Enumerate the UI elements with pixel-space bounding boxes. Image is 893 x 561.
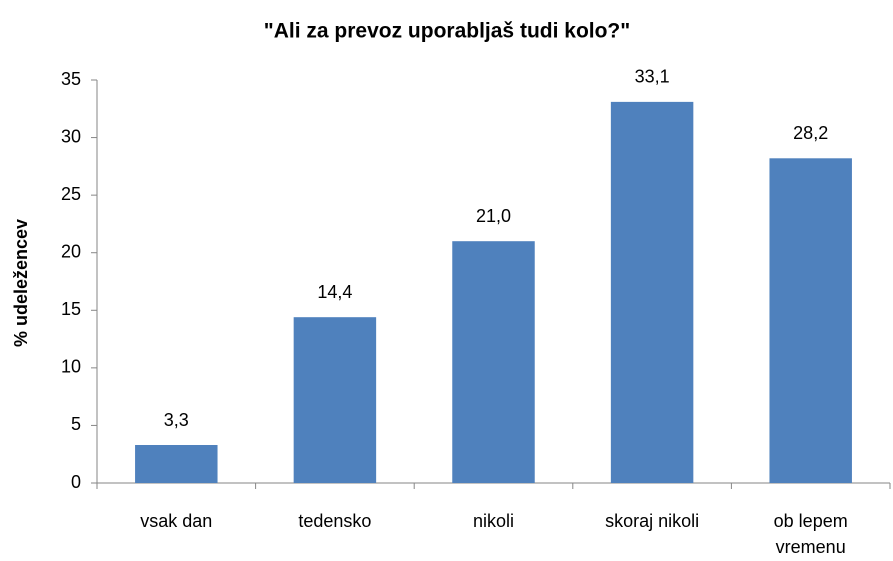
- bar: [452, 241, 535, 483]
- data-label: 28,2: [793, 123, 828, 143]
- y-tick-label: 20: [61, 241, 81, 261]
- x-tick-label: vsak dan: [140, 511, 213, 531]
- y-tick-label: 15: [61, 299, 81, 319]
- bar: [610, 101, 694, 484]
- x-tick-label: tedensko: [298, 511, 372, 531]
- y-tick-label: 10: [61, 357, 81, 377]
- bar: [293, 317, 377, 483]
- x-tick-label: ob lepem vremenu: [773, 511, 848, 557]
- x-tick-label: nikoli: [472, 511, 515, 531]
- chart-title: "Ali za prevoz uporabljaš tudi kolo?": [264, 20, 630, 43]
- data-label: 14,4: [317, 282, 352, 302]
- y-axis-label: % udeležencev: [11, 219, 31, 347]
- y-tick-label: 5: [71, 414, 81, 434]
- bar: [769, 158, 852, 483]
- data-label: 33,1: [635, 67, 670, 87]
- y-tick-label: 30: [61, 126, 81, 146]
- y-tick-label: 35: [61, 69, 81, 89]
- data-label: 21,0: [476, 206, 511, 226]
- bar: [135, 445, 218, 483]
- y-tick-label: 0: [71, 472, 81, 492]
- x-tick-label: skoraj nikoli: [605, 511, 700, 531]
- y-tick-label: 25: [61, 184, 81, 204]
- data-label: 3,3: [164, 410, 189, 430]
